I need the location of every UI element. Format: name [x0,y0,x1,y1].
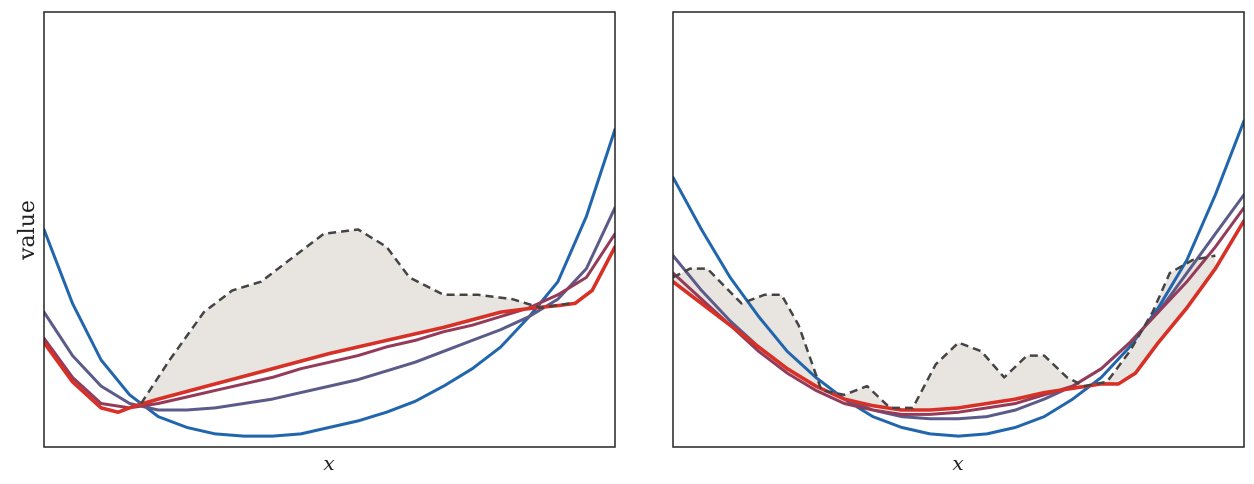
left-plot-panel [43,11,616,448]
envelope-fill [673,255,1216,410]
x-axis-label-right: x [952,451,963,475]
axes-frame [43,11,616,448]
y-axis-label: value [15,200,40,261]
series-line-1 [44,127,615,438]
right-plot-panel [672,11,1245,448]
x-axis-label-left: x [323,451,334,475]
plot-area [44,127,615,438]
axes-frame [672,11,1245,448]
series-line-3 [673,206,1244,416]
envelope-fill [141,229,570,404]
plot-area [673,119,1244,438]
series-line-4 [673,219,1244,412]
target-dashed-line [673,254,1216,410]
target-dashed-line [140,228,570,405]
